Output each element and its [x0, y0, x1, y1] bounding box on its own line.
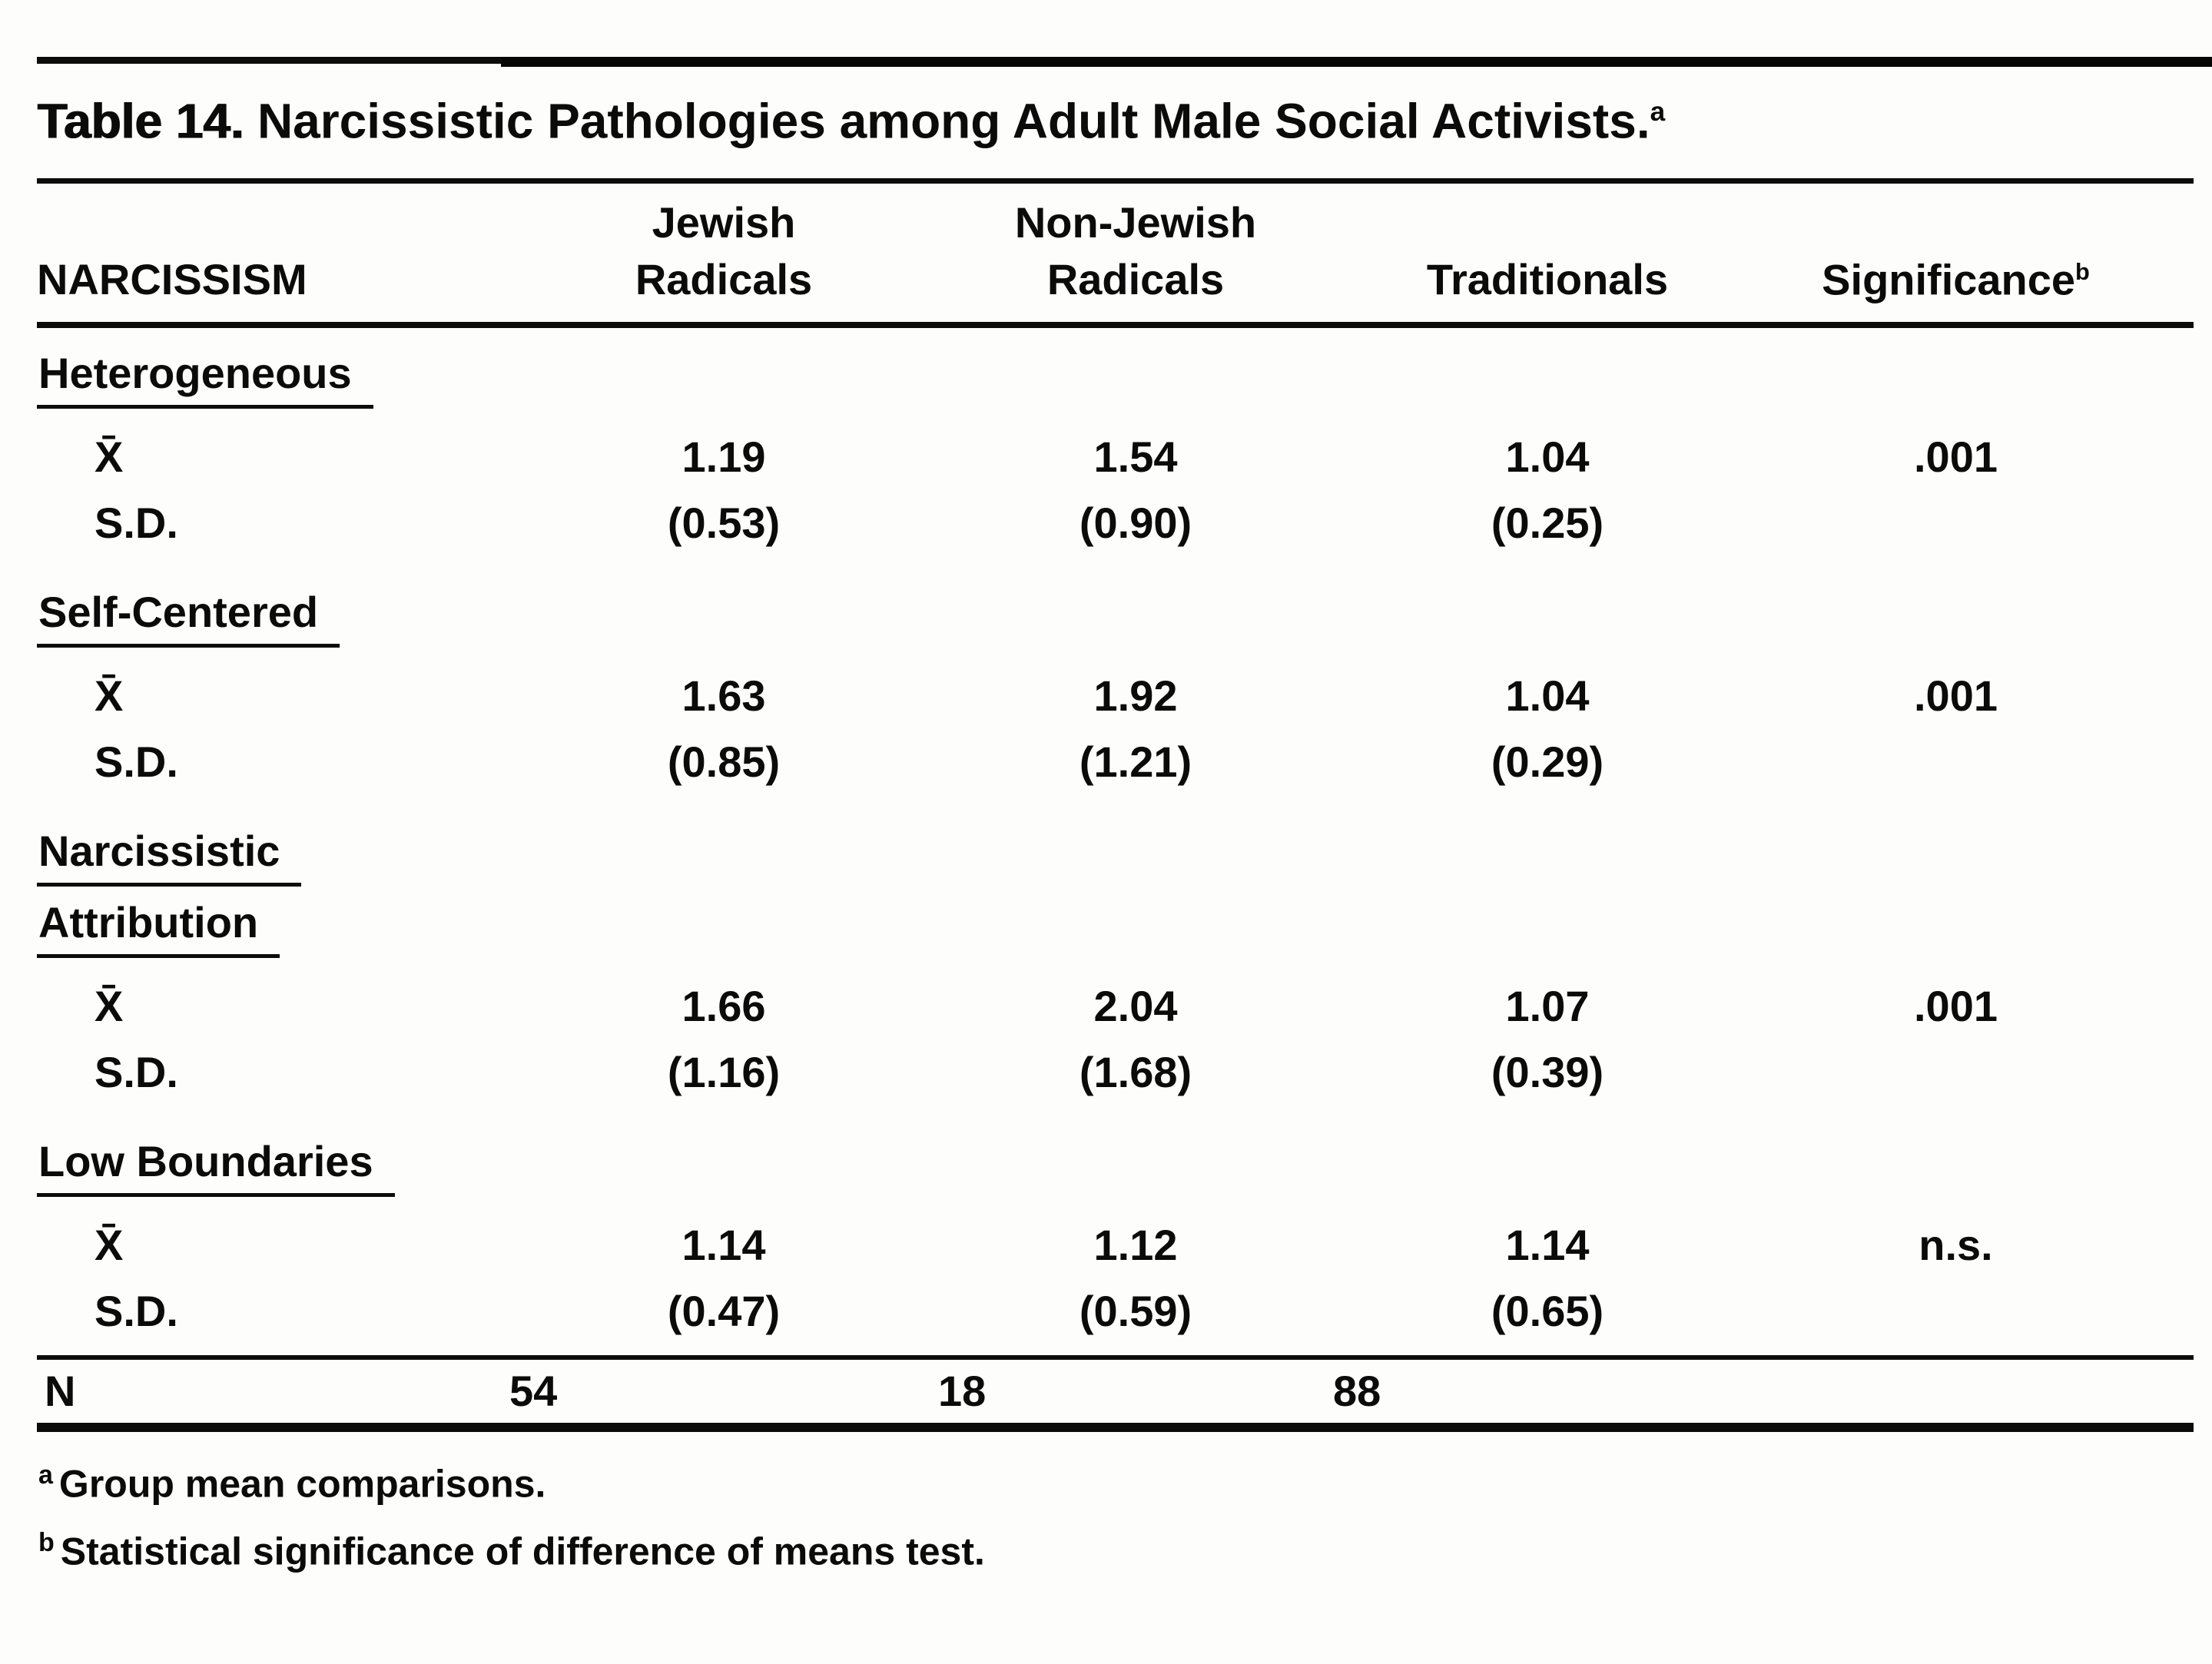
sd-label: S.D. [95, 738, 178, 787]
mean-value-non-jewish-radicals: 1.54 [1093, 433, 1178, 482]
mean-value-non-jewish-radicals: 1.12 [1093, 1221, 1178, 1270]
sd-value-traditionals: (0.39) [1491, 1048, 1604, 1097]
column-header-non-jewish-radicals: Non-Jewish Radicals [938, 194, 1333, 308]
sd-value-non-jewish-radicals: (0.90) [1079, 499, 1192, 548]
table-number: Table 14. [37, 93, 244, 149]
section-name: Self-Centered [37, 587, 340, 648]
sd-value-jewish-radicals: (1.16) [667, 1048, 781, 1097]
sd-value-traditionals: (0.65) [1491, 1287, 1604, 1336]
footnote-b-text: Statistical significance of difference o… [60, 1530, 985, 1573]
header-line: Radicals [1046, 255, 1225, 304]
title-superscript-a: a [1650, 97, 1666, 127]
section-name-line1: Narcissistic [37, 826, 302, 887]
section-narcissistic-attribution: Narcissistic Attribution X̄ 1.66 2.04 1.… [37, 826, 2194, 1096]
title-divider-rule [37, 178, 2194, 184]
section-name: Low Boundaries [37, 1136, 395, 1198]
n-value-traditionals: 88 [1333, 1367, 1381, 1416]
mean-value-non-jewish-radicals: 2.04 [1093, 982, 1178, 1031]
mean-label: X̄ [95, 433, 124, 482]
sd-value-non-jewish-radicals: (1.68) [1079, 1048, 1192, 1097]
sd-value-non-jewish-radicals: (1.21) [1079, 738, 1192, 787]
mean-row: X̄ 1.63 1.92 1.04 .001 [37, 672, 2194, 720]
section-title: Self-Centered [37, 587, 2194, 648]
scan-artifact-bar [501, 57, 2212, 67]
footnote-b: b Statistical significance of difference … [37, 1520, 2194, 1575]
n-value-jewish-radicals: 54 [509, 1367, 558, 1416]
n-row-top-rule [37, 1355, 2194, 1361]
mean-value-jewish-radicals: 1.14 [682, 1221, 766, 1270]
section-self-centered: Self-Centered X̄ 1.63 1.92 1.04 .001 S.D… [37, 587, 2194, 786]
mean-value-non-jewish-radicals: 1.92 [1093, 671, 1178, 721]
column-header-traditionals: Traditionals [1426, 255, 1669, 304]
section-heterogeneous: Heterogeneous X̄ 1.19 1.54 1.04 .001 S.D… [37, 348, 2194, 547]
mean-row: X̄ 1.14 1.12 1.14 n.s. [37, 1221, 2194, 1269]
sd-label: S.D. [95, 499, 178, 548]
header-superscript-b: b [2075, 257, 2090, 285]
header-line: Radicals [635, 255, 813, 304]
section-title: Low Boundaries [37, 1136, 2194, 1198]
sd-value-jewish-radicals: (0.47) [667, 1287, 781, 1336]
header-row: NARCISSISM Jewish Radicals Non-Jewish Ra… [37, 194, 2194, 308]
sd-row: S.D. (0.85) (1.21) (0.29) [37, 738, 2194, 786]
significance-value: .001 [1914, 982, 1998, 1031]
header-line: Significance [1822, 255, 2076, 304]
footnote-a-text: Group mean comparisons. [58, 1462, 546, 1506]
mean-value-traditionals: 1.04 [1505, 671, 1590, 721]
mean-row: X̄ 1.66 2.04 1.07 .001 [37, 983, 2194, 1030]
footnote-b-marker: b [38, 1527, 55, 1557]
column-header-narcissism: NARCISSISM [37, 255, 307, 304]
mean-label: X̄ [95, 982, 124, 1031]
footnote-a-marker: a [38, 1460, 53, 1490]
sd-value-non-jewish-radicals: (0.59) [1079, 1287, 1192, 1336]
significance-value: .001 [1914, 433, 1998, 482]
section-title-line2: Attribution [37, 897, 2194, 959]
mean-value-traditionals: 1.14 [1505, 1221, 1590, 1270]
significance-value: n.s. [1919, 1221, 1993, 1270]
sd-value-traditionals: (0.25) [1491, 499, 1604, 548]
header-line: Jewish [652, 198, 796, 247]
mean-value-traditionals: 1.04 [1505, 433, 1590, 482]
section-title: Narcissistic [37, 826, 2194, 887]
mean-value-jewish-radicals: 1.63 [682, 671, 766, 721]
footnote-a: a Group mean comparisons. [37, 1452, 2194, 1507]
sd-label: S.D. [95, 1287, 178, 1336]
table-bottom-rule [37, 1423, 2194, 1433]
sd-value-traditionals: (0.29) [1491, 738, 1604, 787]
n-label: N [45, 1367, 76, 1416]
scanned-table-page: Table 14. Narcissistic Pathologies among… [0, 57, 2212, 1575]
header-divider-rule [37, 322, 2194, 329]
section-low-boundaries: Low Boundaries X̄ 1.14 1.12 1.14 n.s. S.… [37, 1136, 2194, 1335]
section-name-line2: Attribution [37, 897, 280, 959]
header-line: Non-Jewish [1014, 198, 1257, 247]
n-row: N 54 18 88 [37, 1366, 2194, 1417]
sd-value-jewish-radicals: (0.85) [667, 738, 781, 787]
significance-value: .001 [1914, 671, 1998, 721]
mean-value-jewish-radicals: 1.66 [682, 982, 766, 1031]
mean-row: X̄ 1.19 1.54 1.04 .001 [37, 433, 2194, 481]
mean-value-traditionals: 1.07 [1505, 982, 1590, 1031]
mean-label: X̄ [95, 671, 124, 721]
sd-value-jewish-radicals: (0.53) [667, 499, 781, 548]
n-value-non-jewish-radicals: 18 [938, 1367, 987, 1416]
section-title: Heterogeneous [37, 348, 2194, 409]
mean-value-jewish-radicals: 1.19 [682, 433, 766, 482]
column-header-jewish-radicals: Jewish Radicals [509, 194, 938, 308]
table-title: Table 14. Narcissistic Pathologies among… [37, 82, 2194, 151]
sd-label: S.D. [95, 1048, 178, 1097]
table-title-text: Narcissistic Pathologies among Adult Mal… [244, 93, 1650, 149]
sd-row: S.D. (0.47) (0.59) (0.65) [37, 1288, 2194, 1335]
sd-row: S.D. (0.53) (0.90) (0.25) [37, 499, 2194, 547]
column-header-significance: Significanceb [1762, 244, 2150, 309]
sd-row: S.D. (1.16) (1.68) (0.39) [37, 1049, 2194, 1096]
section-name: Heterogeneous [37, 348, 373, 409]
mean-label: X̄ [95, 1221, 124, 1270]
